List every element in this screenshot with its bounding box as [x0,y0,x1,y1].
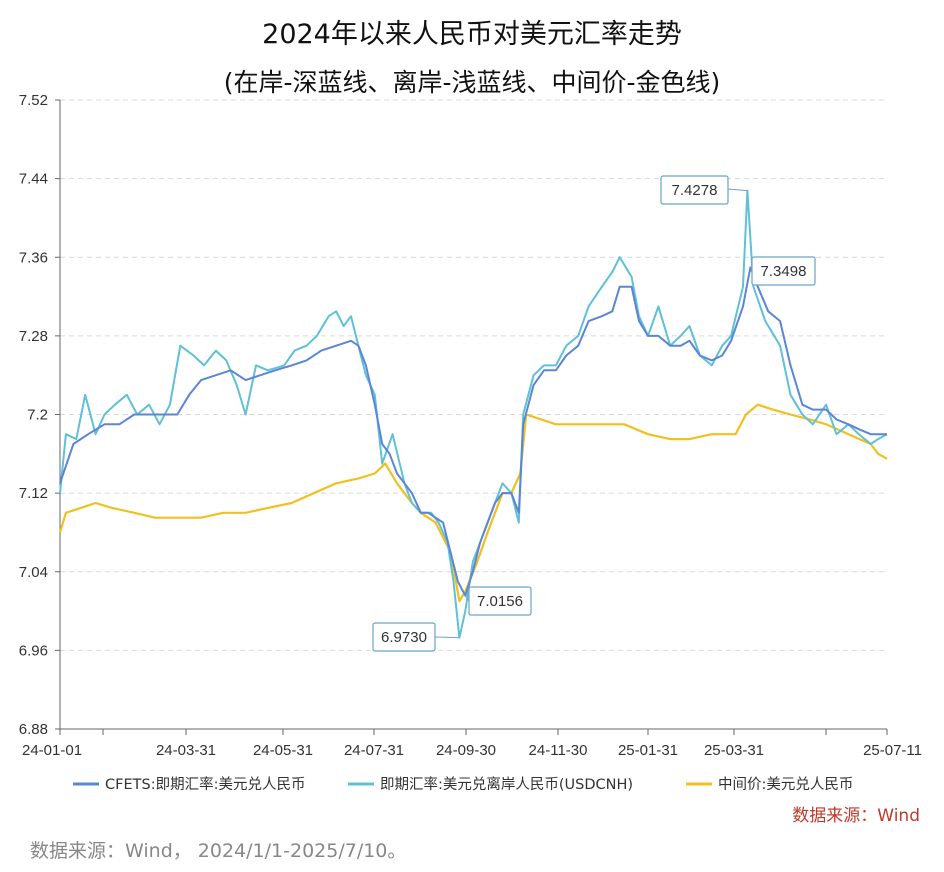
data-label: 7.4278 [672,182,718,199]
x-tick-label: 24-11-30 [529,742,588,759]
footnote: 数据来源：Wind， 2024/1/1-2025/7/10。 [30,840,407,862]
legend-label: 中间价:美元兑人民币 [718,776,853,793]
data-label: 6.9730 [381,629,427,646]
callout-leader [464,595,470,602]
callout-box [751,256,816,286]
callout-box [468,586,532,616]
y-tick-label: 7.52 [19,92,48,109]
callout-box [660,175,729,205]
series-line-2 [58,403,888,603]
x-tick-label: 25-03-31 [704,742,764,759]
y-tick-label: 7.04 [19,564,48,581]
y-tick-label: 7.28 [19,328,48,345]
x-tick-label: 24-09-30 [436,742,496,759]
data-label: 7.3498 [761,263,807,280]
y-tick-label: 7.12 [19,485,48,502]
legend-label: CFETS:即期汇率:美元兑人民币 [105,776,305,793]
x-tick-label: 24-05-31 [253,742,313,759]
x-tick-label: 24-01-01 [22,742,82,759]
x-tick-label: 24-03-31 [156,742,216,759]
y-tick-label: 7.36 [19,249,48,266]
y-tick-label: 6.96 [19,642,48,659]
x-tick-label: 25-07-11 [863,742,922,759]
callout-leader [727,188,748,192]
y-tick-label: 6.88 [19,721,48,738]
data-label: 7.0156 [477,593,523,610]
y-tick-label: 7.44 [19,171,48,188]
legend-label: 即期汇率:美元兑离岸人民币(USDCNH) [380,776,633,793]
callout-box [372,622,436,652]
y-tick-label: 7.2 [27,407,48,424]
chart-title: 2024年以来人民币对美元汇率走势 [262,19,682,50]
source-label: 数据来源：Wind [792,806,920,826]
x-tick-label: 25-01-31 [618,742,678,759]
callout-leader [434,636,460,639]
chart-subtitle: (在岸-深蓝线、离岸-浅蓝线、中间价-金色线) [223,68,721,97]
x-tick-label: 24-07-31 [344,742,404,759]
